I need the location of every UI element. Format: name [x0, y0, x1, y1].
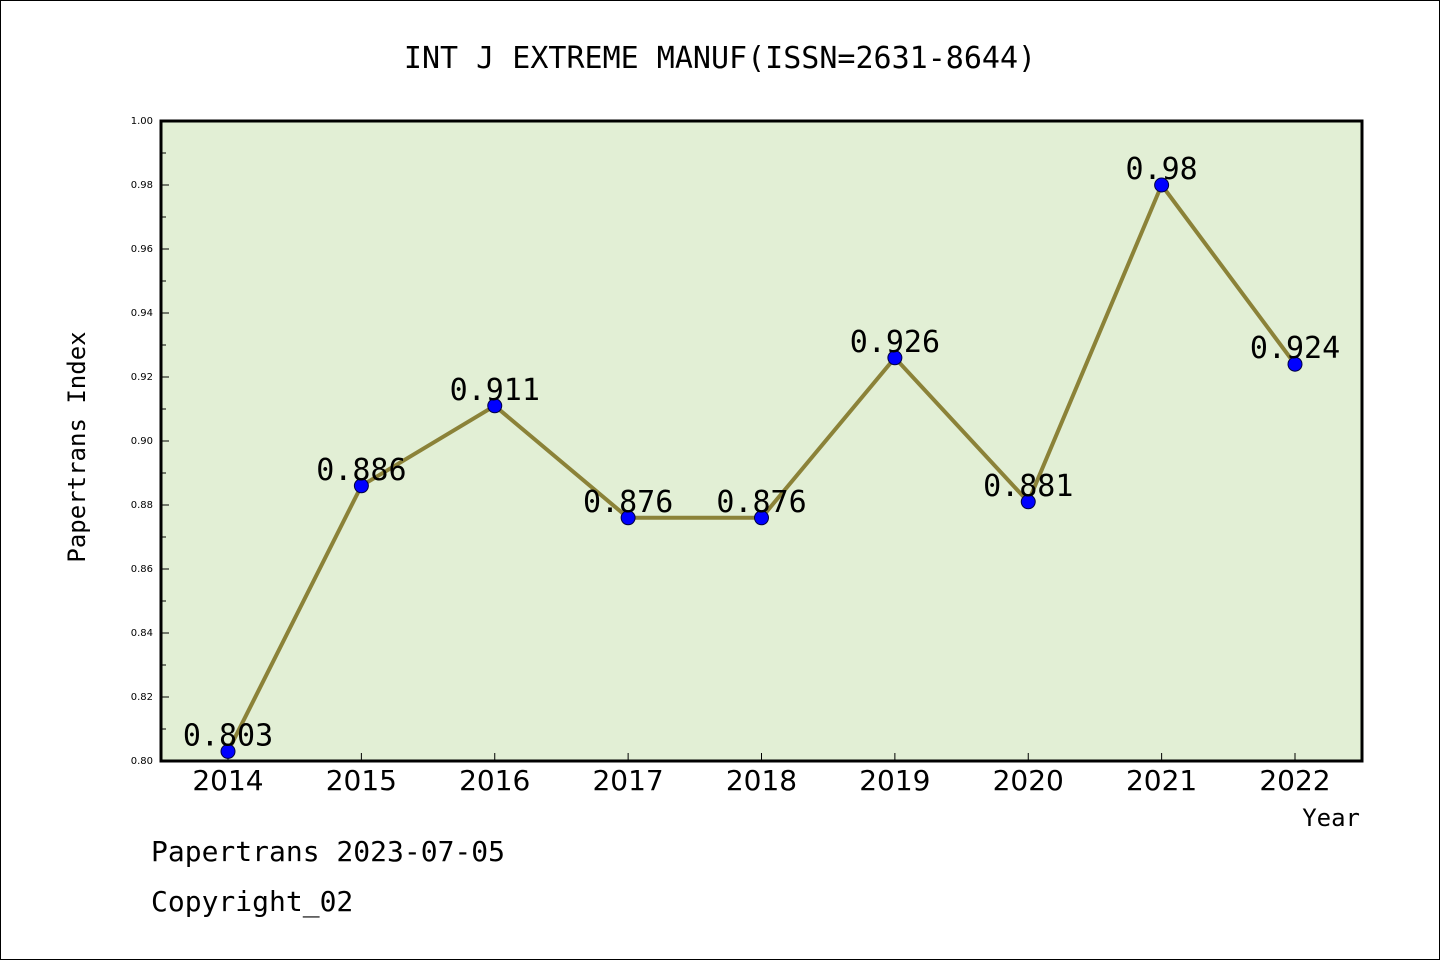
x-axis-label: Year — [1302, 804, 1360, 832]
y-tick-label: 0.98 — [131, 180, 153, 191]
data-point-marker — [887, 350, 903, 366]
y-tick-label: 1.00 — [131, 116, 153, 127]
y-axis-label: Papertrans Index — [63, 331, 91, 562]
y-tick-label: 0.82 — [131, 692, 153, 703]
x-tick-label: 2021 — [1126, 764, 1197, 797]
series-papertrans-index — [220, 177, 1303, 759]
data-point-marker — [620, 510, 636, 526]
data-point-marker — [754, 510, 769, 526]
data-label: 0.926 — [850, 325, 940, 360]
y-tick-label: 0.88 — [131, 500, 153, 511]
plot-area — [159, 119, 1364, 763]
y-tick-label: 0.96 — [131, 244, 153, 255]
x-tick-label: 2015 — [326, 764, 397, 797]
data-label: 0.803 — [183, 718, 273, 753]
y-axis: 0.80 0.82 0.84 0.86 0.88 0.90 0.92 0.94 0.96 0.98… — [131, 116, 169, 767]
x-tick-label: 2020 — [993, 764, 1064, 797]
y-tick-label: 0.84 — [131, 628, 153, 639]
data-point-marker — [1154, 177, 1170, 193]
data-point-marker — [353, 478, 369, 494]
data-labels: 0.803 0.886 0.911 0.876 0.876 0.926 0.881 0.98 0… — [183, 152, 1340, 753]
x-tick-label: 2014 — [192, 764, 263, 797]
data-label: 0.911 — [450, 373, 540, 408]
data-label: 0.876 — [583, 485, 673, 520]
x-tick-label: 2018 — [726, 764, 797, 797]
data-label: 0.876 — [716, 485, 806, 520]
x-tick-label: 2022 — [1259, 764, 1330, 797]
copyright-text: Copyright_02 — [151, 885, 354, 918]
x-tick-label: 2016 — [459, 764, 530, 797]
x-axis: 2014 2015 2016 2017 2018 2019 2020 2021 2022 — [192, 753, 1331, 797]
y-tick-label: 0.90 — [131, 436, 153, 447]
data-label: 0.924 — [1250, 331, 1340, 366]
data-point-marker — [1287, 356, 1303, 372]
y-tick-label: 0.94 — [131, 308, 153, 319]
data-label: 0.881 — [983, 469, 1073, 504]
y-tick-label: 0.92 — [131, 372, 153, 383]
chart-title: INT J EXTREME MANUF(ISSN=2631-8644) — [404, 41, 1036, 76]
data-label: 0.98 — [1126, 152, 1198, 187]
data-point-marker — [1020, 494, 1036, 510]
data-point-marker — [487, 398, 503, 414]
x-tick-label: 2019 — [859, 764, 930, 797]
data-label: 0.886 — [316, 453, 406, 488]
y-tick-label: 0.80 — [131, 756, 153, 767]
source-date-text: Papertrans 2023-07-05 — [151, 835, 506, 868]
data-point-marker — [220, 743, 236, 759]
x-tick-label: 2017 — [592, 764, 663, 797]
y-tick-label: 0.86 — [131, 564, 153, 575]
